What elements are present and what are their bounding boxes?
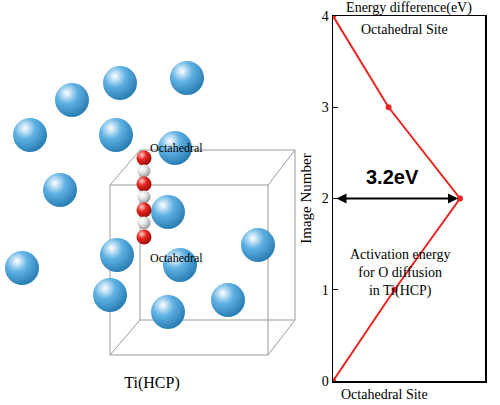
svg-text:1: 1 bbox=[322, 283, 329, 298]
svg-text:Image Number: Image Number bbox=[298, 153, 314, 243]
svg-text:Octahedral: Octahedral bbox=[150, 141, 203, 155]
svg-text:3: 3 bbox=[322, 100, 329, 115]
svg-text:Octahedral Site: Octahedral Site bbox=[341, 387, 428, 402]
svg-text:0: 0 bbox=[322, 374, 329, 389]
svg-text:3.2eV: 3.2eV bbox=[366, 166, 419, 188]
svg-text:Octahedral: Octahedral bbox=[150, 251, 203, 265]
svg-text:4: 4 bbox=[322, 9, 329, 24]
svg-text:Energy difference(eV): Energy difference(eV) bbox=[346, 0, 472, 16]
svg-text:Ti(HCP): Ti(HCP) bbox=[124, 374, 179, 392]
svg-text:2: 2 bbox=[322, 191, 329, 206]
svg-text:Activation energyfor O diffusi: Activation energyfor O diffusionin Ti(HC… bbox=[350, 247, 450, 299]
svg-text:Octahedral Site: Octahedral Site bbox=[361, 22, 448, 37]
